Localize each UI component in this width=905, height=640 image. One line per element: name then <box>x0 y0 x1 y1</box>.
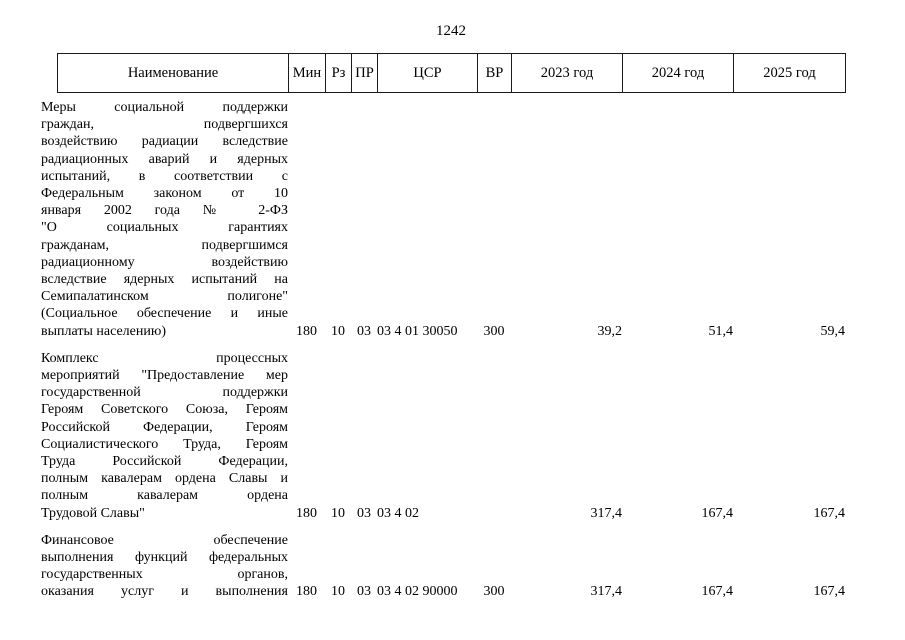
name-line: января 2002 года № 2-ФЗ <box>41 203 288 219</box>
row-rz-cell: 10 <box>331 323 345 339</box>
column-header-name: Наименование <box>57 53 289 93</box>
row-vr-cell: 300 <box>483 584 505 600</box>
row-pr-cell: 03 <box>357 323 371 339</box>
row-name-cell: Комплекс процессных мероприятий "Предоста… <box>41 340 288 522</box>
name-line: Федеральным законом от 10 <box>41 186 288 202</box>
name-line: воздействию радиации вследствие <box>41 134 288 150</box>
row-y2025-cell: 59,4 <box>820 323 846 339</box>
budget-table-header: Наименование Мин Рз ПР ЦСР ВР 2023 год 2… <box>57 53 846 93</box>
name-line: полным кавалерам ордена Славы и <box>41 471 288 487</box>
name-line: Семипалатинском полигоне" <box>41 289 288 305</box>
header-row: Наименование Мин Рз ПР ЦСР ВР 2023 год 2… <box>57 53 846 93</box>
name-line: мероприятий "Предоставление мер <box>41 368 288 384</box>
name-line: полным кавалерам ордена <box>41 488 288 504</box>
column-header-rz: Рз <box>325 53 352 93</box>
row-name-cell: Финансовое обеспечение выполнения функций… <box>41 522 288 601</box>
table-row: Комплекс процессных мероприятий "Предоста… <box>41 340 845 522</box>
row-vr-cell: 300 <box>483 323 505 339</box>
row-y2024-cell: 51,4 <box>708 323 734 339</box>
name-line: государственных органов, <box>41 567 288 583</box>
name-line: выплаты населению) <box>41 323 166 339</box>
name-line: вследствие ядерных испытаний на <box>41 272 288 288</box>
row-rz-cell: 10 <box>331 505 345 521</box>
column-header-csr: ЦСР <box>377 53 478 93</box>
row-y2023-cell: 317,4 <box>590 584 623 600</box>
row-y2025-cell: 167,4 <box>813 505 846 521</box>
column-header-2023: 2023 год <box>511 53 623 93</box>
row-y2024-cell: 167,4 <box>701 584 734 600</box>
table-row: Меры социальной поддержки граждан, подвер… <box>41 93 845 340</box>
row-pr-cell: 03 <box>357 584 371 600</box>
row-y2024-cell: 167,4 <box>701 505 734 521</box>
name-line: оказания услуг и выполнения <box>41 584 288 600</box>
name-line: Труда Российской Федерации, <box>41 454 288 470</box>
row-y2023-cell: 317,4 <box>590 505 623 521</box>
column-header-2025: 2025 год <box>733 53 846 93</box>
row-min-cell: 180 <box>296 323 317 339</box>
row-csr-cell: 03 4 02 90000 <box>377 584 458 600</box>
row-pr-cell: 03 <box>357 505 371 521</box>
row-csr-cell: 03 4 02 <box>377 505 419 521</box>
name-line: "О социальных гарантиях <box>41 220 288 236</box>
name-line: выполнения функций федеральных <box>41 550 288 566</box>
name-line: Российской Федерации, Героям <box>41 419 288 435</box>
page-number: 1242 <box>436 23 466 39</box>
column-header-pr: ПР <box>351 53 378 93</box>
name-line: государственной поддержки <box>41 385 288 401</box>
name-line: испытаний, в соответствии с <box>41 168 288 184</box>
name-line: Социалистического Труда, Героям <box>41 436 288 452</box>
row-vr-cell <box>477 340 511 522</box>
name-line: Комплекс процессных <box>41 350 288 366</box>
row-y2025-cell: 167,4 <box>813 584 846 600</box>
budget-table-rows: Меры социальной поддержки граждан, подвер… <box>41 93 845 601</box>
name-line: Меры социальной поддержки <box>41 100 288 115</box>
table-row: Финансовое обеспечение выполнения функций… <box>41 522 845 601</box>
budget-table-body: Меры социальной поддержки граждан, подвер… <box>41 93 845 601</box>
name-line: гражданам, подвергшимся <box>41 237 288 253</box>
row-min-cell: 180 <box>296 584 317 600</box>
row-name-cell: Меры социальной поддержки граждан, подвер… <box>41 93 288 340</box>
column-header-2024: 2024 год <box>622 53 734 93</box>
row-min-cell: 180 <box>296 505 317 521</box>
name-line: Трудовой Славы" <box>41 505 145 521</box>
column-header-vr: ВР <box>477 53 512 93</box>
name-line: (Социальное обеспечение и иные <box>41 306 288 322</box>
row-csr-cell: 03 4 01 30050 <box>377 323 458 339</box>
name-line: Финансовое обеспечение <box>41 532 288 548</box>
name-line: граждан, подвергшихся <box>41 117 288 133</box>
row-rz-cell: 10 <box>331 584 345 600</box>
name-line: Героям Советского Союза, Героям <box>41 402 288 418</box>
name-line: радиационному воздействию <box>41 254 288 270</box>
name-line: радиационных аварий и ядерных <box>41 151 288 167</box>
column-header-min: Мин <box>288 53 326 93</box>
row-y2023-cell: 39,2 <box>597 323 623 339</box>
